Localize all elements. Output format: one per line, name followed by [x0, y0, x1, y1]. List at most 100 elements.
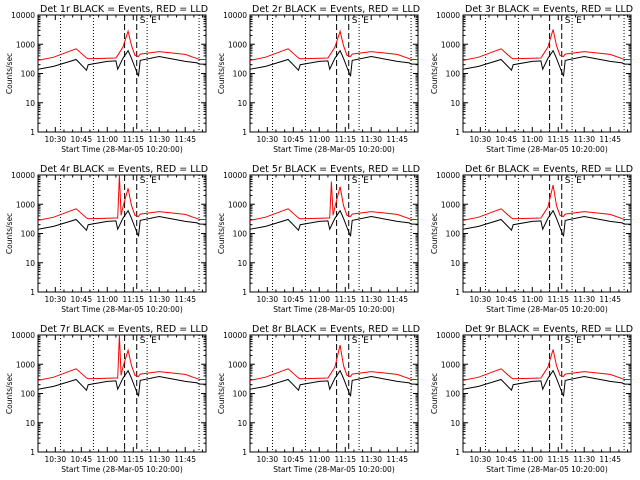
y-tick-label: 10000 [11, 11, 35, 20]
panel-det-9: Det 9r BLACK = Events, RED = LLD 1 10 100 10… [430, 324, 633, 474]
x-tick-label: 11:15 [334, 135, 356, 144]
y-tick-label: 10 [450, 419, 460, 428]
y-axis-label: Counts/sec [217, 53, 226, 94]
x-tick-label: 11:15 [122, 135, 144, 144]
panel-det-5: Det 5r BLACK = Events, RED = LLD 1 10 100 10… [217, 164, 420, 314]
y-tick-label: 100 [21, 230, 36, 239]
y-tick-label: 1 [455, 448, 460, 457]
y-tick-label: 10 [25, 419, 35, 428]
panel-det-6: Det 6r BLACK = Events, RED = LLD 1 10 100 10… [430, 164, 633, 314]
y-tick-label: 1 [455, 128, 460, 137]
end-marker-label: E [363, 16, 369, 26]
y-tick-label: 10000 [223, 11, 247, 20]
x-tick-label: 10:45 [70, 455, 92, 464]
end-marker-label: E [576, 176, 582, 186]
series-lld-line [250, 344, 418, 381]
x-tick-label: 11:00 [308, 135, 330, 144]
x-tick-label: 11:45 [174, 295, 196, 304]
series-lld-line [463, 29, 631, 61]
y-tick-label: 10 [450, 259, 460, 268]
y-tick-label: 100 [21, 390, 36, 399]
start-marker-label: S [140, 176, 146, 186]
start-marker-label: S [565, 176, 571, 186]
y-tick-label: 10 [25, 99, 35, 108]
series-events-line [250, 209, 418, 237]
x-tick-label: 11:45 [599, 455, 621, 464]
x-tick-label: 11:30 [573, 135, 595, 144]
start-marker-label: S [352, 336, 358, 346]
plot-frame [37, 174, 207, 293]
x-tick-label: 11:15 [334, 455, 356, 464]
end-marker-label: E [576, 336, 582, 346]
series-lld-line [250, 29, 418, 61]
x-tick-label: 10:45 [70, 135, 92, 144]
y-tick-label: 1000 [16, 40, 35, 49]
y-tick-label: 1 [455, 288, 460, 297]
x-axis-label: Start Time (28-Mar-05 10:20:00) [273, 465, 395, 474]
x-tick-label: 11:30 [148, 295, 170, 304]
end-marker-label: E [363, 176, 369, 186]
x-tick-label: 11:00 [96, 455, 118, 464]
x-tick-label: 11:45 [386, 295, 408, 304]
y-tick-label: 10000 [223, 171, 247, 180]
x-tick-label: 11:30 [148, 455, 170, 464]
y-tick-label: 100 [446, 230, 461, 239]
panel-title: Det 6r BLACK = Events, RED = LLD [465, 164, 633, 175]
x-axis-label: Start Time (28-Mar-05 10:20:00) [61, 465, 183, 474]
x-axis-label: Start Time (28-Mar-05 10:20:00) [61, 145, 183, 154]
end-marker-label: E [576, 16, 582, 26]
plot-frame [249, 14, 419, 133]
x-tick-label: 11:30 [360, 135, 382, 144]
x-tick-label: 11:15 [122, 295, 144, 304]
y-tick-label: 10000 [436, 11, 460, 20]
end-marker-label: E [151, 176, 157, 186]
y-axis-label: Counts/sec [217, 213, 226, 254]
y-tick-label: 100 [446, 70, 461, 79]
y-tick-label: 1 [30, 448, 35, 457]
x-tick-label: 11:30 [148, 135, 170, 144]
x-tick-label: 10:30 [45, 295, 67, 304]
x-tick-label: 11:00 [308, 455, 330, 464]
plot-frame [37, 334, 207, 453]
x-tick-label: 10:30 [470, 455, 492, 464]
x-tick-label: 10:45 [70, 295, 92, 304]
y-tick-label: 1000 [441, 200, 460, 209]
y-tick-label: 10 [237, 419, 247, 428]
x-tick-label: 11:00 [521, 295, 543, 304]
y-tick-label: 10 [450, 99, 460, 108]
y-tick-label: 1000 [16, 360, 35, 369]
x-tick-label: 11:30 [573, 295, 595, 304]
x-axis-label: Start Time (28-Mar-05 10:20:00) [273, 305, 395, 314]
series-events-line [463, 49, 631, 77]
plot-frame [462, 334, 632, 453]
panel-det-4: Det 4r BLACK = Events, RED = LLD 1 10 100 10… [5, 164, 208, 314]
x-tick-label: 11:00 [308, 295, 330, 304]
y-axis-label: Counts/sec [430, 213, 439, 254]
y-tick-label: 1 [30, 128, 35, 137]
y-tick-label: 10000 [436, 171, 460, 180]
x-tick-label: 10:30 [470, 135, 492, 144]
panel-title: Det 1r BLACK = Events, RED = LLD [40, 4, 208, 15]
y-axis-label: Counts/sec [430, 373, 439, 414]
x-tick-label: 10:30 [257, 135, 279, 144]
panel-title: Det 4r BLACK = Events, RED = LLD [40, 164, 208, 175]
y-tick-label: 10 [25, 259, 35, 268]
series-lld-line [250, 181, 418, 221]
y-tick-label: 1000 [441, 40, 460, 49]
y-axis-label: Counts/sec [5, 53, 14, 94]
plot-frame [462, 174, 632, 293]
x-tick-label: 11:45 [174, 455, 196, 464]
y-tick-label: 1000 [228, 40, 247, 49]
y-tick-label: 10000 [11, 331, 35, 340]
plot-frame [37, 14, 207, 133]
x-tick-label: 11:30 [573, 455, 595, 464]
x-tick-label: 11:00 [96, 295, 118, 304]
x-tick-label: 10:45 [282, 135, 304, 144]
y-tick-label: 10000 [223, 331, 247, 340]
start-marker-label: S [352, 16, 358, 26]
start-marker-label: S [140, 336, 146, 346]
x-tick-label: 11:00 [96, 135, 118, 144]
panel-title: Det 9r BLACK = Events, RED = LLD [465, 324, 633, 335]
panel-det-2: Det 2r BLACK = Events, RED = LLD 1 10 100 10… [217, 4, 420, 154]
y-tick-label: 10 [237, 99, 247, 108]
